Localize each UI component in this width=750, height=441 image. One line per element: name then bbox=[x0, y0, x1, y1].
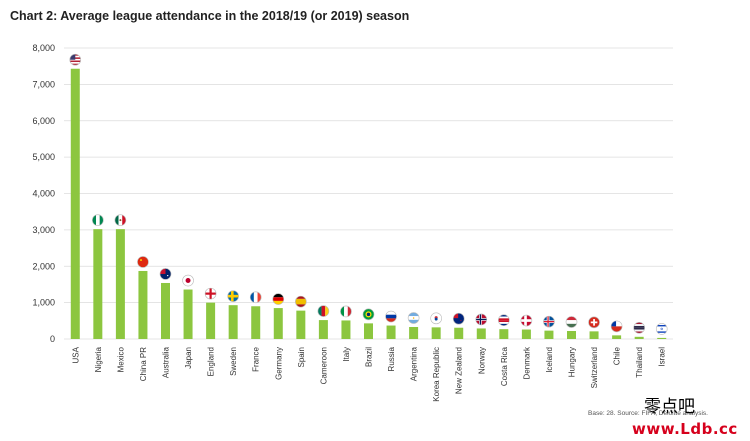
x-tick-label: Russia bbox=[387, 346, 396, 371]
russia-flag-icon bbox=[385, 310, 397, 323]
bar-hungary bbox=[567, 330, 576, 339]
y-tick-label: 7,000 bbox=[32, 79, 55, 89]
argentina-flag-icon bbox=[407, 312, 420, 324]
nigeria-flag-icon bbox=[92, 214, 104, 226]
bar-israel bbox=[657, 337, 667, 339]
brazil-flag-icon bbox=[362, 308, 375, 321]
chile-flag-icon bbox=[610, 320, 623, 333]
y-tick-label: 2,000 bbox=[32, 261, 55, 271]
x-tick-label: Thailand bbox=[635, 347, 644, 378]
y-tick-label: 6,000 bbox=[32, 116, 55, 126]
thailand-flag-icon bbox=[633, 322, 645, 334]
x-tick-label: Brazil bbox=[365, 347, 374, 367]
x-tick-label: Italy bbox=[342, 347, 351, 362]
x-tick-label: Hungary bbox=[568, 347, 577, 377]
hungary-flag-icon bbox=[565, 316, 578, 328]
x-tick-label: Denmark bbox=[522, 346, 531, 379]
x-tick-label: France bbox=[252, 346, 261, 371]
x-tick-label: Nigeria bbox=[94, 346, 103, 372]
bar-thailand bbox=[634, 336, 644, 339]
x-tick-label: England bbox=[207, 347, 216, 376]
england-flag-icon bbox=[204, 287, 217, 300]
x-tick-label: Switzerland bbox=[590, 347, 599, 388]
bar-england bbox=[206, 302, 216, 339]
x-tick-label: Norway bbox=[477, 347, 486, 374]
x-tick-label: Cameroon bbox=[319, 347, 328, 384]
france-flag-icon bbox=[249, 291, 262, 304]
bar-brazil bbox=[364, 323, 373, 339]
x-tick-label: China PR bbox=[139, 347, 148, 381]
china-flag-icon bbox=[137, 256, 149, 268]
x-tick-label: Germany bbox=[274, 347, 283, 380]
bar-germany bbox=[273, 308, 283, 339]
y-tick-label: 8,000 bbox=[32, 43, 55, 53]
sweden-flag-icon bbox=[227, 290, 239, 302]
switzerland-flag-icon bbox=[588, 316, 600, 329]
bar-norway bbox=[476, 328, 486, 339]
bar-costa-rica bbox=[499, 329, 509, 339]
x-tick-label: Japan bbox=[184, 347, 193, 369]
bar-korea-republic bbox=[431, 327, 441, 339]
bar-usa bbox=[70, 68, 80, 339]
bar-spain bbox=[296, 310, 306, 339]
y-tick-label: 1,000 bbox=[32, 298, 55, 308]
australia-flag-icon bbox=[159, 268, 172, 280]
bar-japan bbox=[183, 289, 193, 339]
norway-flag-icon bbox=[475, 313, 488, 326]
bar-iceland bbox=[544, 330, 554, 339]
korea-flag-icon bbox=[430, 312, 442, 325]
bar-nigeria bbox=[93, 229, 103, 339]
watermark-text: 零点吧 bbox=[644, 397, 695, 417]
bar-new-zealand bbox=[454, 327, 464, 339]
y-tick-label: 0 bbox=[50, 334, 55, 344]
bar-denmark bbox=[521, 329, 531, 339]
x-tick-label: USA bbox=[71, 346, 80, 363]
usa-flag-icon bbox=[69, 53, 82, 66]
costa-rica-flag-icon bbox=[498, 314, 510, 326]
italy-flag-icon bbox=[340, 305, 352, 318]
x-tick-label: Australia bbox=[162, 346, 171, 378]
cameroon-flag-icon bbox=[317, 305, 330, 317]
bar-chile bbox=[612, 335, 622, 339]
mexico-flag-icon bbox=[114, 214, 127, 226]
bar-cameroon bbox=[318, 320, 328, 339]
bar-mexico bbox=[115, 229, 125, 339]
y-tick-label: 4,000 bbox=[32, 189, 55, 199]
bar-australia bbox=[161, 282, 170, 339]
x-tick-label: Argentina bbox=[410, 346, 419, 381]
iceland-flag-icon bbox=[543, 315, 555, 328]
chart-title: Chart 2: Average league attendance in th… bbox=[10, 9, 410, 23]
x-tick-label: Iceland bbox=[545, 347, 554, 373]
bar-france bbox=[251, 306, 261, 339]
x-tick-label: Spain bbox=[297, 347, 306, 367]
y-tick-label: 5,000 bbox=[32, 152, 55, 162]
bar-switzerland bbox=[589, 331, 599, 339]
bar-russia bbox=[386, 325, 396, 339]
bar-argentina bbox=[409, 326, 419, 339]
bar-italy bbox=[341, 320, 351, 339]
spain-flag-icon bbox=[295, 295, 307, 308]
x-tick-label: Costa Rica bbox=[500, 346, 509, 386]
x-tick-label: Chile bbox=[613, 346, 622, 365]
x-tick-label: Israel bbox=[658, 347, 667, 367]
germany-flag-icon bbox=[272, 293, 285, 305]
x-tick-label: Mexico bbox=[116, 346, 125, 372]
israel-flag-icon bbox=[655, 323, 668, 335]
new-zealand-flag-icon bbox=[452, 312, 465, 325]
denmark-flag-icon bbox=[520, 314, 533, 327]
watermark-url: www.Ldb.cc bbox=[632, 420, 738, 438]
y-tick-label: 3,000 bbox=[32, 225, 55, 235]
x-tick-label: New Zealand bbox=[455, 347, 464, 394]
source-note: Base: 28. Source: FIFA, Deloitte analysi… bbox=[588, 410, 708, 417]
x-tick-label: Sweden bbox=[229, 347, 238, 376]
japan-flag-icon bbox=[182, 274, 194, 287]
bar-sweden bbox=[228, 305, 238, 339]
x-tick-label: Korea Republic bbox=[432, 347, 441, 402]
bar-china-pr bbox=[138, 270, 148, 339]
